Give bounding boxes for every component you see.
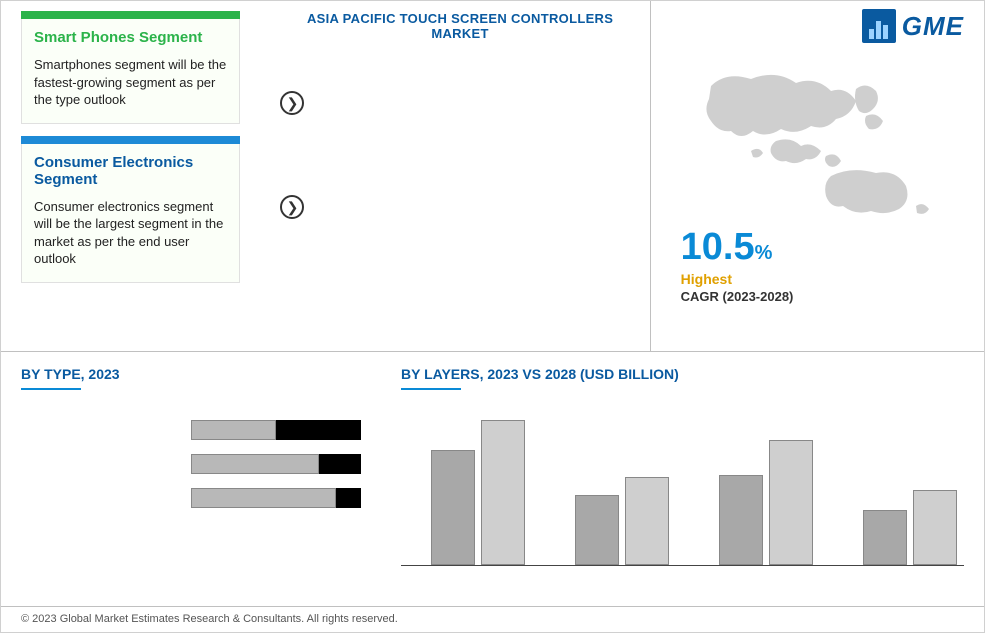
hbar (191, 488, 361, 508)
segments-column: Smart Phones Segment Smartphones segment… (1, 1, 250, 351)
chart-title: BY LAYERS, 2023 VS 2028 (USD BILLION) (401, 366, 964, 382)
logo-text: GME (902, 11, 964, 42)
segment-title: Consumer Electronics Segment (34, 154, 227, 188)
hbar (191, 454, 361, 474)
bar-group (863, 490, 957, 565)
segment-body: Smartphones segment will be the fastest-… (34, 56, 227, 109)
cagr-block: 10.5% Highest CAGR (2023-2028) (681, 226, 964, 304)
bullet-row: ❯ (280, 91, 639, 115)
middle-column: ASIA PACIFIC TOUCH SCREEN CONTROLLERS MA… (250, 1, 649, 351)
chart-title: BY TYPE, 2023 (21, 366, 381, 382)
chart-underline (401, 388, 461, 390)
type-chart: BY TYPE, 2023 (21, 366, 381, 591)
top-row: Smart Phones Segment Smartphones segment… (1, 1, 984, 351)
chevron-right-icon: ❯ (280, 195, 304, 219)
cagr-percent-sign: % (755, 242, 773, 264)
logo-mark-icon (862, 9, 896, 43)
segment-box-smartphones: Smart Phones Segment Smartphones segment… (21, 11, 240, 124)
bottom-row: BY TYPE, 2023 BY LAYERS, 2023 VS 2028 (U… (1, 351, 984, 591)
segment-box-consumer-electronics: Consumer Electronics Segment Consumer el… (21, 136, 240, 283)
layers-chart-bars (401, 406, 964, 566)
segment-accent-bar (21, 11, 240, 19)
cagr-sublabel: CAGR (2023-2028) (681, 289, 964, 304)
type-chart-bars (21, 420, 381, 508)
layers-chart: BY LAYERS, 2023 VS 2028 (USD BILLION) (401, 366, 964, 591)
chart-underline (21, 388, 81, 390)
chevron-right-icon: ❯ (280, 91, 304, 115)
hbar (191, 420, 361, 440)
segment-body: Consumer electronics segment will be the… (34, 198, 227, 268)
hbar-row (191, 420, 381, 440)
cagr-value: 10.5 (681, 226, 755, 268)
page-title: ASIA PACIFIC TOUCH SCREEN CONTROLLERS MA… (280, 11, 639, 41)
bullet-row: ❯ (280, 195, 639, 219)
brand-logo: GME (862, 9, 964, 43)
segment-accent-bar (21, 136, 240, 144)
hbar-row (191, 454, 381, 474)
right-column: GME 10.5% Highest CAGR (2023-2028) (650, 1, 984, 351)
asia-pacific-map-icon (681, 61, 951, 221)
cagr-label: Highest (681, 271, 964, 287)
footer-copyright: © 2023 Global Market Estimates Research … (1, 606, 984, 632)
bar-group (719, 440, 813, 565)
bar-group (431, 420, 525, 565)
hbar-row (191, 488, 381, 508)
segment-title: Smart Phones Segment (34, 29, 227, 46)
bar-group (575, 477, 669, 565)
